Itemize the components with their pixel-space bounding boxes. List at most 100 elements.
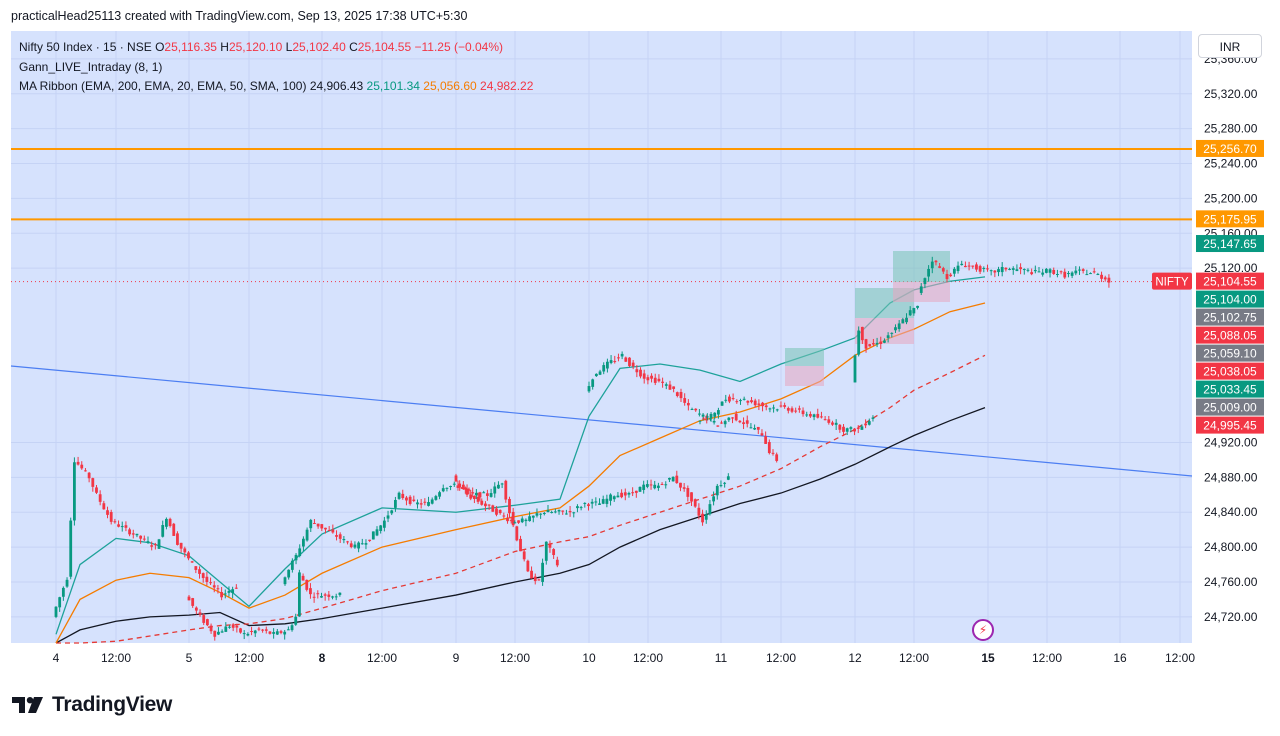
candle-body [760,433,764,436]
candle-body [709,413,713,419]
currency-button[interactable]: INR [1198,34,1262,58]
profit-zone[interactable] [785,348,824,366]
flash-icon[interactable]: ⚡ [972,619,994,641]
candle-body [150,545,154,547]
candle-body [353,544,357,548]
candle-body [845,428,849,432]
candle-body [397,492,401,499]
candle-body [179,542,183,549]
candle-body [1059,271,1063,273]
price-label-text: 25,059.10 [1203,347,1257,361]
candle-body [587,386,591,392]
candle-body [671,476,675,482]
candle-body [283,631,287,635]
candle-body [719,485,723,487]
candle-body [660,484,664,486]
candle-body [465,488,469,495]
candle-body [697,507,701,516]
chart-legend: Nifty 50 Index · 15 · NSE O25,116.35 H25… [19,38,533,97]
candle-body [1092,271,1096,273]
candle-body [572,512,576,514]
candle-body [727,417,731,421]
legend-ohlc: Nifty 50 Index · 15 · NSE O25,116.35 H25… [19,38,533,58]
candle-body [301,575,305,581]
candle-body [613,361,617,363]
candle-body [1030,272,1034,275]
candle-body [1081,269,1085,272]
candle-body [565,513,568,515]
candle-body [401,493,405,499]
candle-body [416,502,419,505]
candle-body [187,596,191,601]
candle-body [823,419,827,421]
candle-body [327,530,331,532]
candle-body [109,512,113,522]
candle-body [690,492,693,502]
candle-body [290,560,294,570]
candle-body [544,541,548,561]
loss-zone[interactable] [785,366,824,386]
time-tick-label: 5 [186,651,193,665]
candle-body [242,633,246,635]
legend-indicator-ma[interactable]: MA Ribbon (EMA, 200, EMA, 20, EMA, 50, S… [19,77,533,97]
profit-zone[interactable] [893,251,950,282]
candle-body [871,417,875,419]
candle-body [69,520,73,577]
candle-body [405,497,408,501]
candle-body [153,544,157,546]
candle-body [323,594,327,596]
price-label-box [1196,290,1264,308]
price-tick-label: 24,800.00 [1204,540,1258,554]
candle-body [502,515,506,517]
price-label-box [1196,362,1264,380]
time-tick-label: 12:00 [633,651,663,665]
candle-body [390,510,394,514]
candle-body [693,499,697,507]
candle-body [583,502,587,504]
candle-body [312,596,316,598]
candle-body [524,519,528,522]
trend-line-segment[interactable] [10,365,1193,477]
candle-body [239,628,242,633]
price-label-text: 24,995.45 [1203,419,1257,433]
candle-body [705,415,709,421]
price-label-text: 25,038.05 [1203,365,1257,379]
candle-body [548,543,552,548]
candle-body [628,357,631,366]
trend-line [10,365,1193,477]
candle-body [705,416,709,418]
legend-indicator-gann[interactable]: Gann_LIVE_Intraday (8, 1) [19,59,163,74]
candle-body [767,442,771,454]
candle-body [552,549,556,556]
candle-body [106,510,109,515]
candle-body [61,587,65,597]
candle-body [205,576,209,582]
candle-body [209,625,213,632]
candle-body [723,421,727,425]
candle-body [495,508,498,515]
candle-body [128,529,131,535]
candle-body [220,592,223,598]
candle-body [698,420,702,422]
candle-body [642,373,646,379]
candle-body [576,506,579,509]
candle-body [591,379,595,387]
candle-body [412,499,416,501]
candle-body [1056,273,1059,275]
candle-body [598,371,602,375]
candle-body [653,484,657,489]
time-tick-label: 12:00 [899,651,929,665]
candle-body [471,492,475,494]
candle-body [916,305,919,308]
candle-body [557,509,561,512]
candle-body [478,492,482,498]
candle-body [783,405,787,407]
candle-body [287,569,291,578]
tradingview-logo[interactable]: TradingView [12,693,172,717]
candle-body [509,520,513,522]
candle-body [474,492,478,496]
candle-body [620,492,623,498]
candle-body [602,365,606,372]
price-label-box [1196,308,1264,326]
